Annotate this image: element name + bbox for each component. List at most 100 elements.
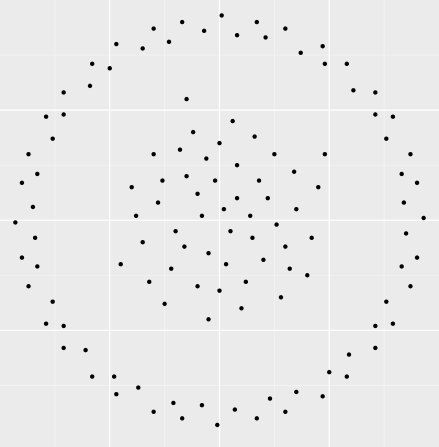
point (298, 50, 303, 56)
point (403, 231, 409, 236)
point (129, 184, 134, 190)
point (272, 151, 277, 157)
point (309, 235, 314, 241)
point (274, 222, 279, 227)
point (35, 171, 40, 177)
point (26, 151, 31, 157)
point (61, 112, 66, 117)
point (212, 178, 218, 183)
point (140, 46, 145, 51)
point (263, 35, 268, 40)
point (373, 90, 378, 95)
point (87, 83, 93, 89)
point (234, 33, 240, 38)
point (254, 416, 260, 421)
point (320, 394, 325, 399)
point (390, 321, 396, 326)
point (204, 156, 209, 161)
point (322, 151, 328, 157)
point (322, 61, 328, 67)
point (61, 323, 66, 329)
point (61, 345, 66, 351)
point (199, 213, 205, 218)
point (248, 213, 253, 218)
point (265, 195, 270, 201)
point (316, 184, 321, 190)
point (234, 195, 240, 201)
point (43, 114, 49, 119)
point (278, 295, 284, 300)
point (219, 13, 224, 18)
point (140, 240, 145, 245)
point (399, 264, 404, 269)
point (179, 416, 185, 421)
point (384, 136, 389, 141)
point (250, 235, 255, 241)
point (239, 306, 244, 311)
point (19, 255, 25, 260)
point (252, 134, 257, 139)
point (50, 136, 55, 141)
point (294, 389, 299, 395)
point (283, 26, 288, 31)
point (151, 26, 156, 31)
point (199, 402, 205, 408)
point (89, 61, 95, 67)
point (114, 391, 119, 397)
point (414, 255, 420, 260)
point (118, 262, 123, 267)
point (195, 191, 200, 196)
point (184, 173, 189, 179)
point (373, 323, 378, 329)
point (147, 279, 152, 285)
point (206, 317, 211, 322)
point (408, 151, 413, 157)
point (283, 244, 288, 249)
point (234, 162, 240, 168)
point (13, 220, 18, 225)
point (173, 229, 178, 234)
point (179, 19, 185, 25)
point (384, 299, 389, 304)
point (114, 41, 119, 47)
point (291, 169, 297, 174)
point (19, 180, 25, 185)
point (43, 321, 49, 326)
point (201, 28, 207, 34)
point (283, 409, 288, 414)
point (160, 178, 165, 183)
point (232, 407, 238, 412)
point (421, 215, 426, 221)
point (414, 180, 420, 185)
point (228, 229, 233, 234)
point (373, 345, 378, 351)
point (35, 264, 40, 269)
point (320, 44, 325, 49)
point (155, 200, 161, 205)
point (206, 251, 211, 256)
point (294, 206, 299, 212)
point (133, 213, 139, 218)
point (221, 206, 227, 212)
point (373, 112, 378, 117)
point (390, 114, 396, 119)
point (195, 284, 200, 289)
point (136, 385, 141, 390)
point (217, 140, 222, 146)
point (89, 374, 95, 379)
point (151, 151, 156, 157)
point (83, 347, 88, 353)
point (287, 266, 292, 271)
point (107, 66, 112, 71)
point (351, 88, 356, 93)
point (344, 61, 350, 67)
point (190, 129, 196, 135)
point (182, 244, 187, 249)
point (305, 273, 310, 278)
point (162, 301, 167, 307)
point (111, 374, 117, 379)
point (171, 400, 176, 406)
point (217, 288, 222, 293)
point (61, 90, 66, 95)
